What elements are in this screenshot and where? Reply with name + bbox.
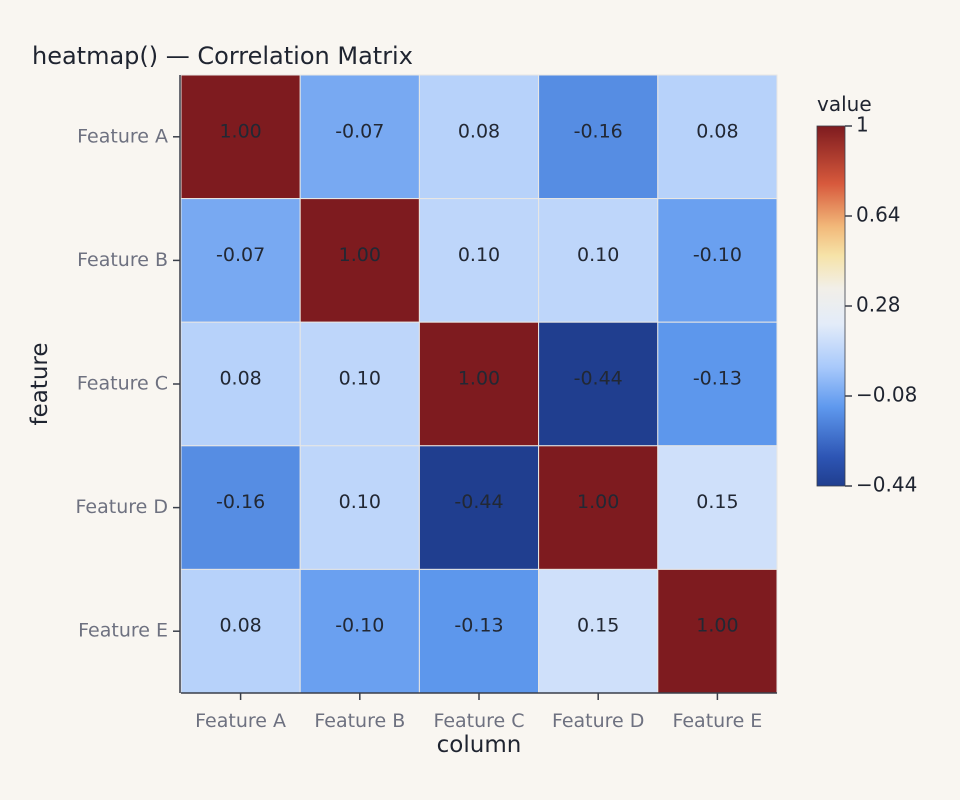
cell-value-label: 0.08: [696, 120, 738, 142]
heatmap-cell: [180, 568, 301, 694]
cell-value-label: 0.08: [458, 120, 500, 142]
heatmap-cell: [418, 568, 540, 694]
cell-value-label: -0.10: [335, 615, 384, 637]
cell-value-label: 0.15: [696, 491, 738, 513]
heatmap-cell: [418, 198, 540, 323]
x-tick-label: Feature A: [195, 710, 286, 732]
heatmap-cell: [299, 568, 420, 694]
cell-value-label: 1.00: [458, 368, 500, 390]
heatmap-cell: [657, 568, 778, 694]
heatmap-cell: [180, 445, 301, 570]
x-tick-label: Feature D: [552, 710, 644, 732]
cell-value-label: 0.10: [577, 244, 619, 266]
heatmap-cell: [299, 445, 420, 570]
heatmap-cell: [180, 198, 301, 323]
cell-value-label: -0.44: [574, 368, 623, 390]
cell-value-label: 0.10: [339, 368, 381, 390]
heatmap-cell: [418, 74, 540, 200]
heatmap-cell: [418, 445, 540, 570]
heatmap-cell: [299, 321, 420, 447]
colorbar-ticks: 1 0.64 0.28 −0.08 −0.44: [845, 113, 917, 497]
heatmap-cell: [538, 74, 659, 200]
heatmap-cell: [538, 445, 659, 570]
cell-value-label: -0.16: [216, 491, 265, 513]
colorbar-tick-label: −0.08: [856, 383, 917, 407]
heatmap-cell: [180, 74, 301, 200]
cell-value-label: -0.16: [574, 120, 623, 142]
y-tick-label: Feature B: [77, 249, 168, 271]
cell-value-label: -0.13: [454, 615, 503, 637]
cell-value-label: 0.10: [458, 244, 500, 266]
colorbar-tick-label: 0.64: [856, 203, 901, 227]
heatmap-cell: [299, 74, 420, 200]
cell-value-label: 1.00: [577, 491, 619, 513]
chart-title: heatmap() — Correlation Matrix: [32, 42, 413, 70]
y-tick-label: Feature A: [77, 125, 168, 147]
cell-value-label: 0.10: [339, 491, 381, 513]
cell-value-label: 0.15: [577, 615, 619, 637]
cell-value-label: -0.10: [693, 244, 742, 266]
heatmap-cell: [657, 321, 778, 447]
cell-value-label: 1.00: [339, 244, 381, 266]
heatmap-grid: 1.00 -0.07 0.08 -0.16 0.08 -0.07 1.00 0.10 0.10 -…: [180, 74, 778, 694]
x-tick-label: Feature E: [672, 710, 762, 732]
cell-value-label: 1.00: [219, 120, 261, 142]
heatmap-cell: [657, 445, 778, 570]
heatmap-cell: [538, 321, 659, 447]
cell-value-label: -0.44: [454, 491, 503, 513]
x-tick-label: Feature C: [433, 710, 524, 732]
colorbar-tick-label: 1: [856, 113, 869, 137]
cell-value-label: 0.08: [219, 615, 261, 637]
x-axis-title: column: [437, 732, 522, 758]
y-tick-label: Feature C: [77, 373, 168, 395]
x-axis-ticks: Feature A Feature B Feature C Feature D Feat…: [195, 693, 762, 732]
y-axis-title: feature: [27, 342, 53, 425]
heatmap-cell: [418, 321, 540, 447]
cell-value-label: 0.08: [219, 368, 261, 390]
cell-value-label: -0.07: [335, 120, 384, 142]
colorbar-tick-label: 0.28: [856, 293, 901, 317]
heatmap-cell: [657, 198, 778, 323]
cell-value-label: -0.13: [693, 368, 742, 390]
cell-value-label: -0.07: [216, 244, 265, 266]
heatmap-cell: [657, 74, 778, 200]
y-axis-ticks: Feature A Feature B Feature C Feature D Feat…: [76, 125, 180, 642]
colorbar-tick-label: −0.44: [856, 473, 917, 497]
y-tick-label: Feature E: [78, 620, 168, 642]
colorbar-title: value: [817, 92, 872, 116]
x-tick-label: Feature B: [314, 710, 405, 732]
y-tick-label: Feature D: [76, 496, 168, 518]
colorbar: [816, 125, 846, 487]
cell-value-label: 1.00: [696, 615, 738, 637]
